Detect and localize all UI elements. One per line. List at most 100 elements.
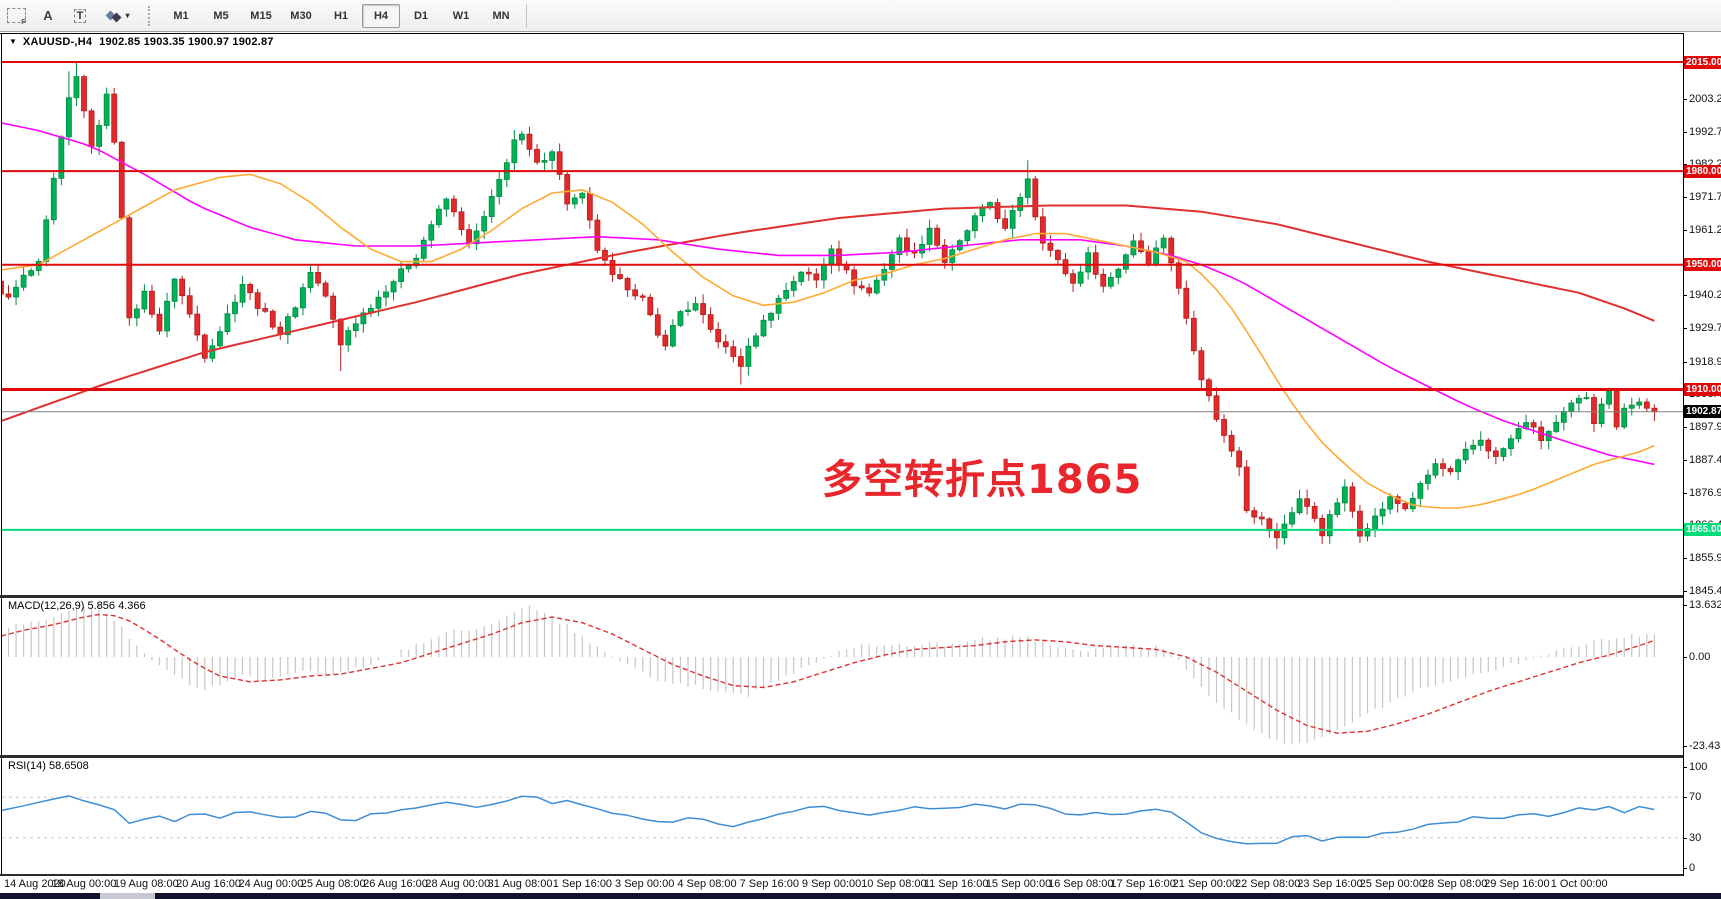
timeframe-button-mn[interactable]: MN xyxy=(492,9,510,22)
level-price-badge: 1910.00 xyxy=(1684,383,1721,396)
bullish-candle xyxy=(1009,210,1016,229)
panel-separator-macd[interactable] xyxy=(0,595,1683,598)
timeframe-button-h4[interactable]: H4 xyxy=(362,3,400,28)
bullish-candle xyxy=(1432,463,1439,476)
bearish-candle xyxy=(1485,439,1492,452)
macd-panel[interactable] xyxy=(2,598,1683,755)
bearish-candle xyxy=(1530,422,1537,428)
timeframe-button-w1[interactable]: W1 xyxy=(452,9,470,22)
bullish-candle xyxy=(745,345,752,367)
axis-tick xyxy=(1683,657,1687,658)
current-price-badge: 1902.87 xyxy=(1684,405,1721,419)
timeframe-buttons: M1 M5 M15 M30 H1 H4 D1 W1 MN xyxy=(161,1,521,31)
bullish-candle xyxy=(300,287,306,309)
bearish-candle xyxy=(466,229,472,245)
bearish-candle xyxy=(111,93,118,143)
bullish-candle xyxy=(103,93,110,126)
timeframe-button-m15[interactable]: M15 xyxy=(250,9,272,22)
bullish-candle xyxy=(1500,448,1507,457)
bullish-candle xyxy=(1017,197,1024,211)
bullish-candle xyxy=(1115,268,1122,278)
bearish-candle xyxy=(1221,418,1227,436)
bullish-candle xyxy=(685,309,691,312)
bearish-candle xyxy=(1258,516,1265,520)
axis-tick xyxy=(1683,459,1687,461)
bearish-candle xyxy=(904,237,910,252)
date-label: 15 Sep 00:00 xyxy=(985,878,1052,890)
bearish-candle xyxy=(1039,216,1046,244)
main-price-chart[interactable] xyxy=(2,48,1683,595)
rsi-axis-label: 0 xyxy=(1689,862,1696,874)
bullish-candle xyxy=(1334,502,1341,515)
bullish-candle xyxy=(239,284,246,303)
toolbar-gripper[interactable] xyxy=(148,5,155,26)
text-label-tool-button[interactable]: T xyxy=(65,3,95,29)
boxed-t-icon: T xyxy=(73,8,87,23)
date-label: 29 Sep 16:00 xyxy=(1484,878,1550,890)
bullish-candle xyxy=(873,279,880,294)
bearish-candle xyxy=(1492,450,1499,457)
bullish-candle xyxy=(1326,514,1333,537)
axis-tick xyxy=(1683,837,1687,839)
bearish-candle xyxy=(805,271,812,275)
bullish-candle xyxy=(1598,403,1605,425)
shapes-tool-button[interactable]: ▾ xyxy=(97,3,139,29)
bearish-candle xyxy=(1002,218,1008,229)
text-tool-button[interactable]: A xyxy=(33,3,63,29)
bullish-candle xyxy=(164,300,170,332)
bearish-candle xyxy=(1402,503,1409,510)
timeframe-button-m30[interactable]: M30 xyxy=(290,9,312,22)
price-axis-label: 1992.70 xyxy=(1689,125,1721,138)
bearish-candle xyxy=(1175,262,1182,289)
symbol-dropdown-icon[interactable]: ▼ xyxy=(9,37,17,46)
bullish-candle xyxy=(1477,439,1484,446)
bearish-candle xyxy=(1032,178,1039,218)
bearish-candle xyxy=(858,285,865,289)
bullish-candle xyxy=(383,291,389,298)
bullish-candle xyxy=(1341,486,1348,504)
bearish-candle xyxy=(194,313,201,336)
time-axis[interactable]: 14 Aug 2020 18 Aug 00:00 19 Aug 08:00 20 Au… xyxy=(0,876,1721,893)
bullish-candle xyxy=(481,216,488,232)
chart-window: ▼ XAUUSD-,H4 1902.85 1903.35 1900.97 190… xyxy=(0,33,1721,899)
bullish-candle xyxy=(987,202,993,208)
bullish-candle xyxy=(405,265,412,270)
bullish-candle xyxy=(1024,178,1031,198)
dashed-frame-tool-button[interactable]: F xyxy=(1,3,31,29)
bearish-candle xyxy=(564,174,571,205)
date-label: 1 Oct 00:00 xyxy=(1550,878,1608,890)
ma-slow-red-line xyxy=(2,204,1655,422)
bullish-candle xyxy=(66,97,72,138)
bullish-candle xyxy=(1296,498,1303,514)
bearish-candle xyxy=(1440,463,1446,469)
ohlc-values: 1902.85 1903.35 1900.97 1902.87 xyxy=(99,35,274,48)
chart-bottom-border xyxy=(0,874,1683,876)
timeframe-button-m5[interactable]: M5 xyxy=(213,9,229,22)
rsi-panel[interactable] xyxy=(2,758,1683,875)
bearish-candle xyxy=(722,341,729,348)
axis-tick xyxy=(1683,558,1687,560)
bullish-candle xyxy=(783,289,790,299)
bullish-candle xyxy=(888,254,895,270)
bullish-candle xyxy=(73,76,80,99)
bearish-candle xyxy=(1168,237,1175,264)
timeframe-button-m1[interactable]: M1 xyxy=(173,9,189,22)
bearish-candle xyxy=(941,244,948,263)
bearish-candle xyxy=(632,289,639,297)
horizontal-scrollbar[interactable] xyxy=(0,893,1721,899)
timeframe-button-h1[interactable]: H1 xyxy=(333,9,349,22)
level-price-badge: 1980.00 xyxy=(1684,164,1721,178)
bearish-candle xyxy=(1070,273,1076,284)
bullish-candle xyxy=(292,307,299,318)
bullish-candle xyxy=(141,290,148,310)
date-label: 4 Sep 08:00 xyxy=(677,878,737,890)
bullish-candle xyxy=(1553,421,1560,432)
timeframe-button-d1[interactable]: D1 xyxy=(413,9,429,22)
bearish-candle xyxy=(88,110,95,147)
panel-separator-rsi[interactable] xyxy=(0,755,1683,758)
bearish-candle xyxy=(1651,407,1658,413)
axis-tick xyxy=(1683,295,1687,297)
price-axis-label: 1918.90 xyxy=(1689,355,1721,368)
bearish-candle xyxy=(715,328,722,343)
